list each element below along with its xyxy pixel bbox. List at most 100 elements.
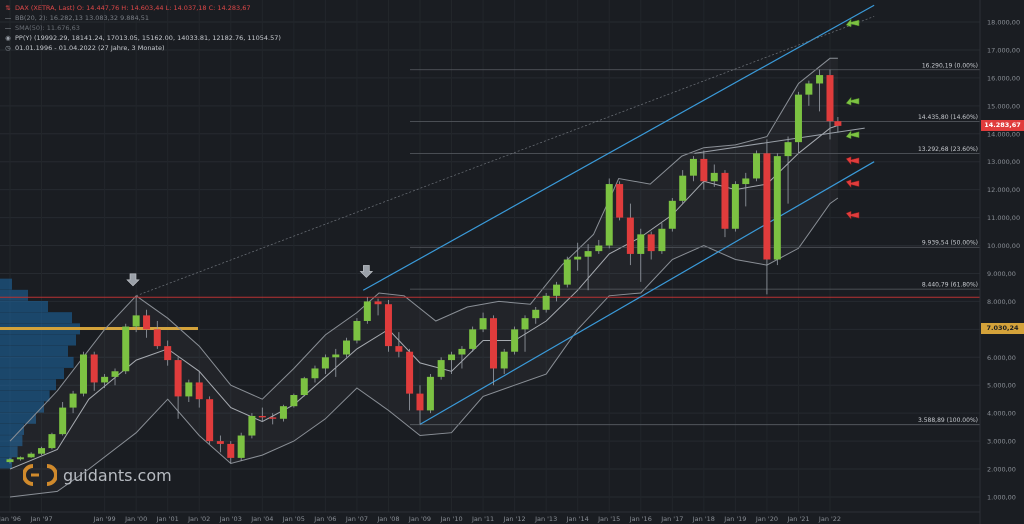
- candle-up[interactable]: [605, 184, 613, 246]
- candle-up[interactable]: [773, 156, 781, 260]
- candle-down[interactable]: [143, 315, 151, 330]
- candle-up[interactable]: [553, 284, 561, 296]
- red-arrow-icon: [845, 210, 860, 220]
- candle-up[interactable]: [185, 382, 193, 397]
- candle-up[interactable]: [69, 393, 77, 408]
- candles[interactable]: [6, 69, 842, 464]
- x-tick-label: Jan '22: [818, 515, 841, 523]
- candle-down[interactable]: [626, 217, 634, 254]
- candle-up[interactable]: [574, 256, 582, 260]
- candle-up[interactable]: [300, 378, 308, 396]
- candle-up[interactable]: [689, 158, 697, 176]
- candle-up[interactable]: [784, 142, 792, 157]
- candle-up[interactable]: [101, 376, 109, 383]
- candle-down[interactable]: [90, 354, 98, 383]
- candle-up[interactable]: [38, 448, 46, 454]
- candle-up[interactable]: [458, 348, 466, 355]
- candle-down[interactable]: [269, 417, 277, 419]
- legend-pp-row[interactable]: ◉ PP(Y) (19992.29, 18141.24, 17013.05, 1…: [4, 33, 281, 43]
- candle-up[interactable]: [658, 228, 666, 252]
- candle-down[interactable]: [195, 382, 203, 400]
- candle-up[interactable]: [426, 376, 434, 411]
- candle-down[interactable]: [395, 346, 403, 352]
- candle-down[interactable]: [826, 75, 834, 122]
- candle-down[interactable]: [164, 346, 172, 361]
- candle-down[interactable]: [834, 121, 842, 126]
- candle-up[interactable]: [321, 357, 329, 369]
- volume-profile-bar: [0, 345, 68, 357]
- candle-up[interactable]: [448, 354, 456, 361]
- candle-down[interactable]: [227, 443, 235, 458]
- candle-up[interactable]: [279, 406, 287, 419]
- legend-sma-row[interactable]: — SMA(50): 11.676,63: [4, 23, 281, 33]
- candle-up[interactable]: [511, 329, 519, 352]
- candle-down[interactable]: [647, 234, 655, 252]
- candle-up[interactable]: [16, 457, 24, 460]
- y-tick-label: 3.000,00: [987, 438, 1016, 446]
- volume-profile-bar: [0, 435, 23, 447]
- candle-up[interactable]: [584, 251, 592, 257]
- volume-profile-bar: [0, 412, 36, 424]
- candle-up[interactable]: [290, 395, 298, 407]
- candle-up[interactable]: [805, 83, 813, 95]
- candle-up[interactable]: [595, 245, 603, 252]
- candle-down[interactable]: [616, 184, 624, 218]
- candle-down[interactable]: [489, 318, 497, 369]
- candle-up[interactable]: [710, 172, 718, 182]
- legend-bollinger: BB(20, 2): 16.282,13 13.083,32 9.884,51: [15, 14, 150, 22]
- candle-up[interactable]: [753, 153, 761, 179]
- candle-up[interactable]: [816, 75, 824, 84]
- candle-up[interactable]: [637, 234, 645, 254]
- candle-up[interactable]: [794, 94, 802, 143]
- candle-up[interactable]: [731, 184, 739, 229]
- candle-up[interactable]: [363, 301, 371, 321]
- x-tick-label: Jan '00: [124, 515, 147, 523]
- candle-up[interactable]: [332, 354, 340, 358]
- legend-period-row[interactable]: ◷ 01.01.1996 - 01.04.2022 (27 Jahre, 3 M…: [4, 43, 281, 53]
- candle-up[interactable]: [437, 360, 445, 377]
- candle-down[interactable]: [374, 301, 382, 305]
- legend-bb-row[interactable]: — BB(20, 2): 16.282,13 13.083,32 9.884,5…: [4, 13, 281, 23]
- candle-up[interactable]: [27, 453, 35, 458]
- candle-up[interactable]: [248, 415, 256, 436]
- candle-down[interactable]: [153, 329, 161, 347]
- candle-down[interactable]: [174, 360, 182, 397]
- candle-up[interactable]: [48, 434, 56, 449]
- line-icon: —: [4, 14, 12, 22]
- candle-down[interactable]: [258, 415, 266, 418]
- candle-down[interactable]: [216, 441, 224, 444]
- candle-up[interactable]: [542, 295, 550, 310]
- x-tick-label: Jan '04: [250, 515, 273, 523]
- candle-up[interactable]: [111, 371, 119, 377]
- candle-up[interactable]: [132, 315, 140, 327]
- candle-up[interactable]: [237, 435, 245, 458]
- candle-down[interactable]: [416, 393, 424, 411]
- candle-up[interactable]: [532, 309, 540, 319]
- candle-up[interactable]: [353, 320, 361, 341]
- candle-down[interactable]: [206, 399, 214, 442]
- candle-up[interactable]: [500, 351, 508, 369]
- candle-up[interactable]: [79, 354, 87, 394]
- candle-down[interactable]: [406, 351, 414, 394]
- candle-up[interactable]: [59, 407, 67, 435]
- candle-up[interactable]: [122, 326, 130, 372]
- y-tick-label: 5.000,00: [987, 382, 1016, 390]
- candle-down[interactable]: [721, 172, 729, 229]
- candle-up[interactable]: [742, 178, 750, 185]
- candle-down[interactable]: [384, 304, 392, 347]
- candle-up[interactable]: [311, 368, 319, 379]
- candle-up[interactable]: [343, 340, 351, 355]
- candle-up[interactable]: [469, 329, 477, 349]
- candle-down[interactable]: [700, 158, 708, 182]
- candle-up[interactable]: [479, 318, 487, 330]
- candle-up[interactable]: [563, 259, 571, 285]
- x-tick-label: Jan '03: [219, 515, 242, 523]
- x-tick-label: Jan '11: [471, 515, 494, 523]
- candle-up[interactable]: [668, 200, 676, 229]
- candle-down[interactable]: [763, 153, 771, 260]
- legend-title-row[interactable]: ⇅ DAX (XETRA, Last) O: 14.447,76 H: 14.6…: [4, 3, 281, 13]
- candle-up[interactable]: [521, 318, 529, 330]
- candle-up[interactable]: [6, 459, 14, 463]
- candle-up[interactable]: [679, 175, 687, 201]
